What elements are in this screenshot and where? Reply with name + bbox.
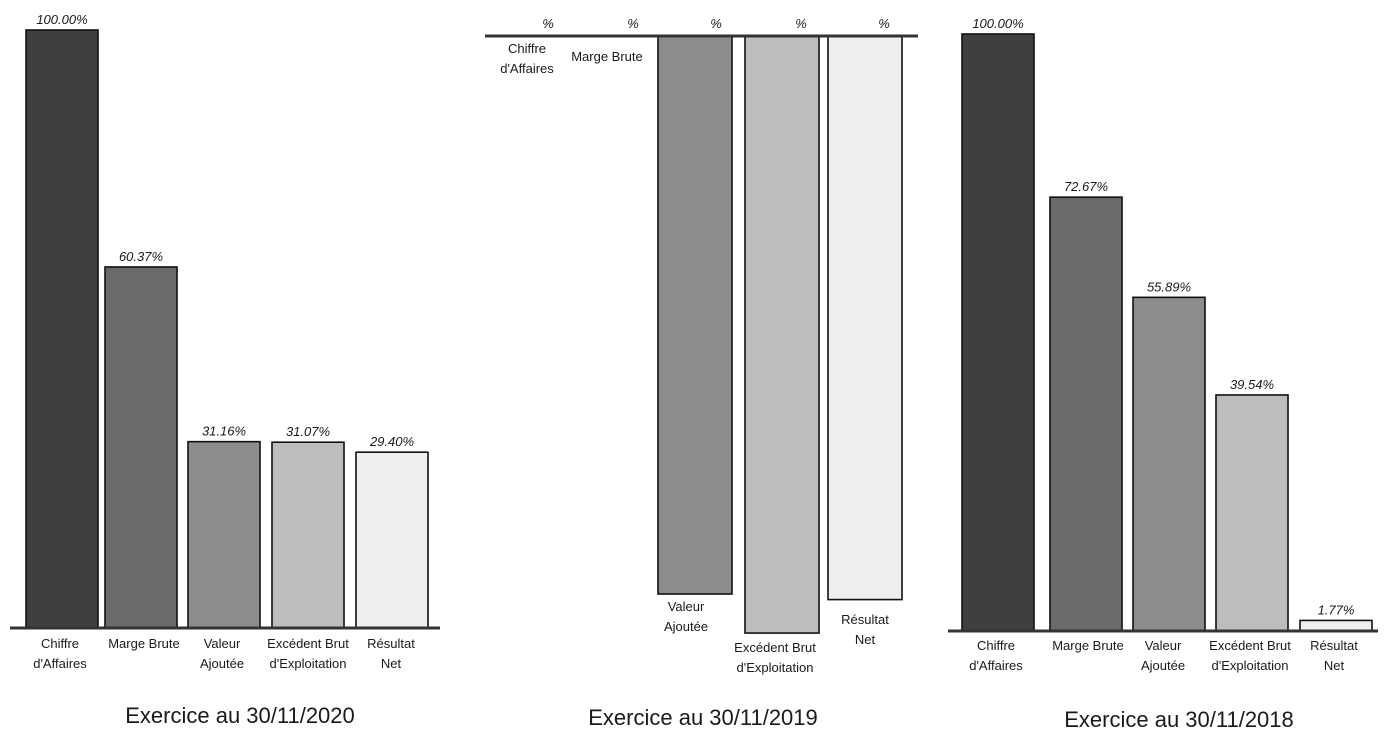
category-label-2-3: Valeur Ajoutée xyxy=(664,599,708,634)
category-label-3-2: Marge Brute xyxy=(1052,638,1124,653)
chart-caption-2: Exercice au 30/11/2019 xyxy=(588,705,818,730)
bar-2-5 xyxy=(827,35,903,601)
bar-1-3 xyxy=(187,440,261,629)
category-label-1-4: Excédent Brut d'Exploitation xyxy=(267,636,349,671)
bar-2-4 xyxy=(744,35,820,634)
bar-2-3 xyxy=(657,35,733,595)
category-label-3-1: Chiffre d'Affaires xyxy=(969,638,1023,673)
bar-3-5 xyxy=(1299,619,1373,632)
value-label-3-1: 100.00% xyxy=(972,16,1023,31)
bar-1-1 xyxy=(25,29,99,629)
value-label-3-5: 1.77% xyxy=(1318,602,1355,617)
bar-1-2 xyxy=(104,266,178,629)
category-label-2-4: Excédent Brut d'Exploitation xyxy=(734,640,816,675)
category-label-2-1: Chiffre d'Affaires xyxy=(500,41,554,76)
value-label-3-2: 72.67% xyxy=(1064,179,1108,194)
category-label-1-1: Chiffre d'Affaires xyxy=(33,636,87,671)
bar-1-5 xyxy=(355,451,429,629)
bar-1-4 xyxy=(271,441,345,629)
value-label-2-4: % xyxy=(795,16,807,31)
value-label-3-3: 55.89% xyxy=(1147,279,1191,294)
category-label-1-5: Résultat Net xyxy=(367,636,415,671)
chart-caption-1: Exercice au 30/11/2020 xyxy=(125,703,355,728)
chart-caption-3: Exercice au 30/11/2018 xyxy=(1064,707,1294,731)
category-label-3-4: Excédent Brut d'Exploitation xyxy=(1209,638,1291,673)
value-label-1-5: 29.40% xyxy=(369,434,414,449)
bar-3-4 xyxy=(1215,394,1289,632)
value-label-2-2: % xyxy=(627,16,639,31)
value-label-2-3: % xyxy=(710,16,722,31)
value-label-2-5: % xyxy=(878,16,890,31)
value-label-1-1: 100.00% xyxy=(36,12,87,27)
category-label-1-2: Marge Brute xyxy=(108,636,180,651)
value-label-1-2: 60.37% xyxy=(119,249,163,264)
value-label-3-4: 39.54% xyxy=(1230,377,1274,392)
bar-3-2 xyxy=(1049,196,1123,632)
bar-3-1 xyxy=(961,33,1035,632)
category-label-3-3: Valeur Ajoutée xyxy=(1141,638,1185,673)
category-label-2-5: Résultat Net xyxy=(841,612,889,647)
bar-3-3 xyxy=(1132,296,1206,632)
category-label-2-2: Marge Brute xyxy=(571,49,643,64)
category-label-3-5: Résultat Net xyxy=(1310,638,1358,673)
value-label-2-1: % xyxy=(542,16,554,31)
value-label-1-3: 31.16% xyxy=(202,424,246,439)
value-label-1-4: 31.07% xyxy=(286,424,330,439)
category-label-1-3: Valeur Ajoutée xyxy=(200,636,244,671)
